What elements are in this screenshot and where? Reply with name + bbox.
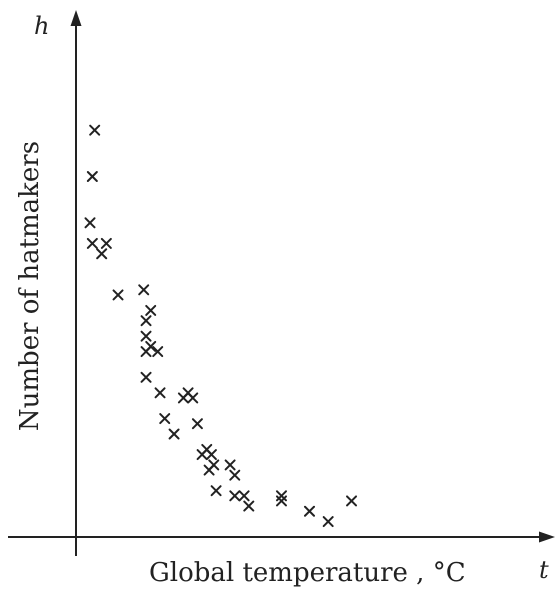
data-point bbox=[238, 490, 250, 502]
data-point bbox=[89, 124, 101, 136]
data-point bbox=[187, 392, 199, 404]
y-axis-label: Number of hatmakers bbox=[15, 141, 45, 431]
data-point bbox=[84, 217, 96, 229]
data-point bbox=[140, 315, 152, 327]
data-point bbox=[322, 516, 334, 528]
data-point bbox=[168, 428, 180, 440]
data-point bbox=[203, 464, 215, 476]
data-point bbox=[86, 237, 98, 249]
data-point bbox=[191, 418, 203, 430]
y-axis-symbol: h bbox=[34, 12, 49, 40]
data-point bbox=[145, 340, 157, 352]
data-point bbox=[346, 495, 358, 507]
data-point bbox=[96, 248, 108, 260]
data-point bbox=[304, 505, 315, 517]
data-points bbox=[84, 124, 358, 528]
y-axis-arrowhead bbox=[70, 10, 82, 26]
data-point bbox=[159, 413, 171, 425]
data-point bbox=[229, 469, 241, 481]
data-point bbox=[86, 171, 98, 182]
data-point bbox=[229, 490, 241, 502]
data-point bbox=[243, 500, 255, 512]
data-point bbox=[275, 495, 287, 507]
data-point bbox=[154, 387, 166, 399]
y-axis: h Number of hatmakers bbox=[15, 10, 82, 556]
data-point bbox=[210, 485, 222, 497]
data-point bbox=[152, 346, 164, 358]
x-axis: t Global temperature , °C bbox=[8, 531, 555, 588]
data-point bbox=[145, 304, 157, 316]
data-point bbox=[138, 284, 150, 296]
data-point bbox=[140, 330, 152, 342]
x-axis-label: Global temperature , °C bbox=[149, 558, 466, 588]
data-point bbox=[100, 237, 112, 249]
data-point bbox=[205, 449, 217, 461]
x-axis-symbol: t bbox=[539, 556, 549, 584]
x-axis-arrowhead bbox=[539, 531, 555, 543]
data-point bbox=[224, 459, 236, 471]
data-point bbox=[112, 289, 124, 301]
data-point bbox=[140, 371, 152, 383]
